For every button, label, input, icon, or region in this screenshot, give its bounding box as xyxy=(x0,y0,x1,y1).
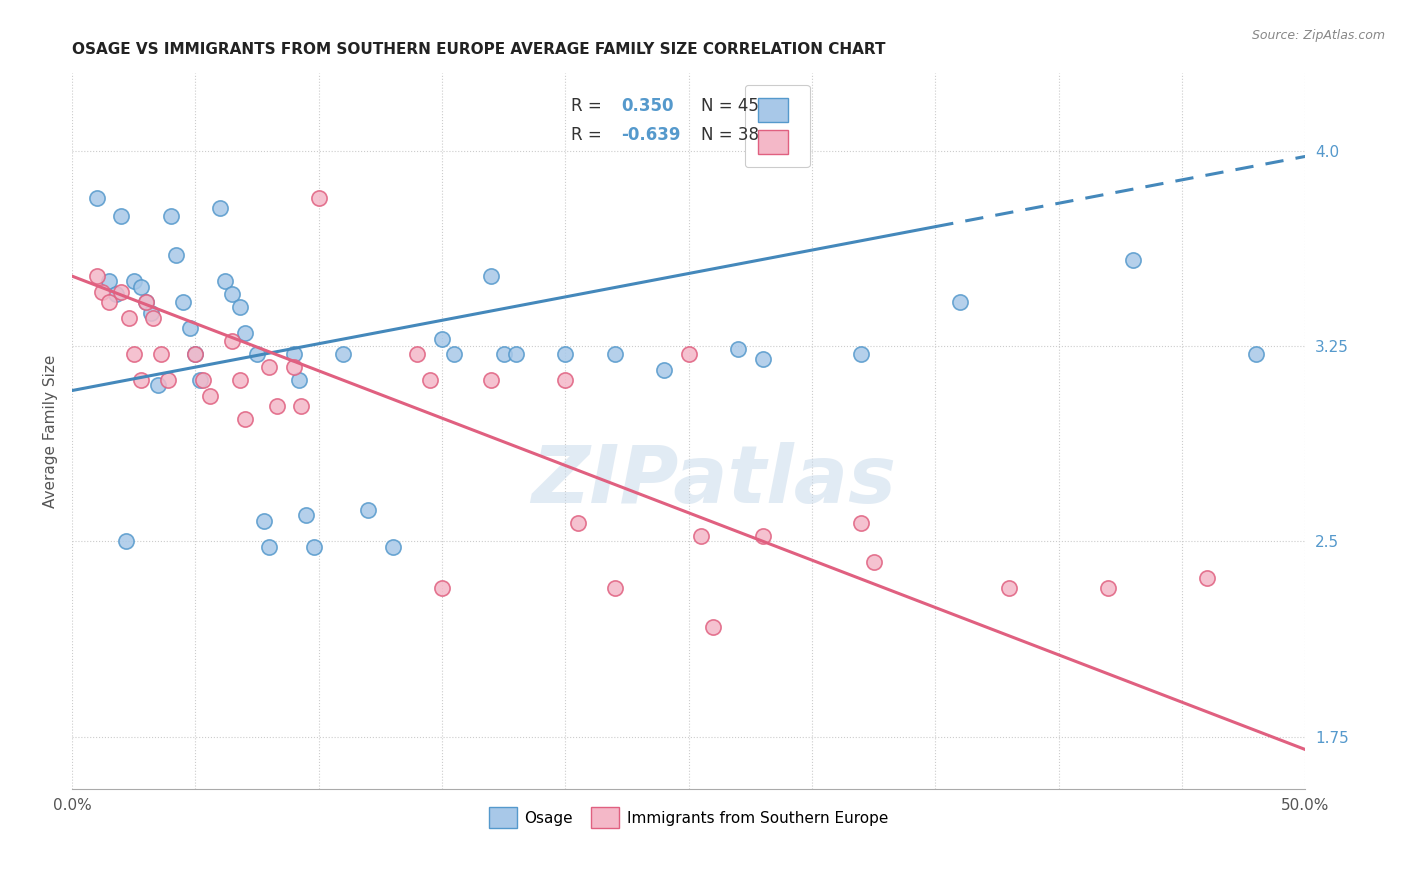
Point xyxy=(148,378,170,392)
Point xyxy=(214,274,236,288)
Point xyxy=(165,248,187,262)
Text: R =: R = xyxy=(571,127,602,145)
Point xyxy=(492,347,515,361)
Point xyxy=(406,347,429,361)
Text: OSAGE VS IMMIGRANTS FROM SOUTHERN EUROPE AVERAGE FAMILY SIZE CORRELATION CHART: OSAGE VS IMMIGRANTS FROM SOUTHERN EUROPE… xyxy=(72,42,886,57)
Point xyxy=(221,287,243,301)
Point xyxy=(690,529,713,543)
Point xyxy=(98,295,121,310)
Point xyxy=(191,373,214,387)
Point xyxy=(115,534,138,549)
Point xyxy=(283,360,305,375)
Point xyxy=(122,347,145,361)
Point xyxy=(184,347,207,361)
Point xyxy=(246,347,269,361)
Point xyxy=(479,373,502,387)
Point xyxy=(110,285,132,299)
Point xyxy=(652,363,675,377)
Point xyxy=(184,347,207,361)
Text: ZIPatlas: ZIPatlas xyxy=(531,442,896,520)
Point xyxy=(751,352,773,367)
Point xyxy=(851,516,873,531)
Text: N = 45: N = 45 xyxy=(702,97,759,115)
Text: -0.639: -0.639 xyxy=(621,127,681,145)
Point xyxy=(98,274,121,288)
Point xyxy=(479,269,502,284)
Point xyxy=(259,540,281,554)
Point xyxy=(603,347,626,361)
Point xyxy=(308,191,330,205)
Point xyxy=(135,295,157,310)
Point xyxy=(118,310,141,325)
Point xyxy=(702,620,724,634)
Point xyxy=(727,342,749,356)
Point xyxy=(129,279,152,293)
Point xyxy=(135,295,157,310)
Point xyxy=(419,373,441,387)
Point xyxy=(288,373,311,387)
Legend: Osage, Immigrants from Southern Europe: Osage, Immigrants from Southern Europe xyxy=(484,801,894,835)
Point xyxy=(567,516,589,531)
Point xyxy=(1244,347,1267,361)
Point xyxy=(381,540,404,554)
Point xyxy=(208,202,231,216)
Point xyxy=(149,347,172,361)
Point xyxy=(295,508,318,523)
Point xyxy=(1195,571,1218,585)
Point xyxy=(157,373,180,387)
Point xyxy=(129,373,152,387)
Point xyxy=(198,389,221,403)
Text: N = 38: N = 38 xyxy=(702,127,759,145)
Point xyxy=(603,581,626,595)
Point xyxy=(253,514,276,528)
Point xyxy=(90,285,112,299)
Point xyxy=(110,209,132,223)
Point xyxy=(998,581,1021,595)
Point xyxy=(443,347,465,361)
Point xyxy=(221,334,243,348)
Point xyxy=(266,399,288,413)
Point xyxy=(172,295,194,310)
Point xyxy=(283,347,305,361)
Point xyxy=(430,581,453,595)
Point xyxy=(139,305,162,319)
Point xyxy=(949,295,972,310)
Point xyxy=(159,209,181,223)
Point xyxy=(678,347,700,361)
Point xyxy=(1122,253,1144,268)
Point xyxy=(86,191,108,205)
Text: R =: R = xyxy=(571,97,602,115)
Point xyxy=(862,555,884,569)
Point xyxy=(259,360,281,375)
Point xyxy=(233,326,256,341)
Point xyxy=(179,321,201,335)
Point xyxy=(142,310,165,325)
Point xyxy=(332,347,354,361)
Point xyxy=(505,347,527,361)
Point xyxy=(122,274,145,288)
Point xyxy=(86,269,108,284)
Point xyxy=(105,287,128,301)
Point xyxy=(229,301,252,315)
Text: Source: ZipAtlas.com: Source: ZipAtlas.com xyxy=(1251,29,1385,42)
Point xyxy=(430,332,453,346)
Point xyxy=(188,373,211,387)
Point xyxy=(233,412,256,426)
Point xyxy=(357,503,380,517)
Point xyxy=(554,347,576,361)
Point xyxy=(751,529,773,543)
Point xyxy=(851,347,873,361)
Point xyxy=(290,399,312,413)
Text: 0.350: 0.350 xyxy=(621,97,673,115)
Y-axis label: Average Family Size: Average Family Size xyxy=(44,354,58,508)
Point xyxy=(229,373,252,387)
Point xyxy=(554,373,576,387)
Point xyxy=(1097,581,1119,595)
Point xyxy=(302,540,325,554)
